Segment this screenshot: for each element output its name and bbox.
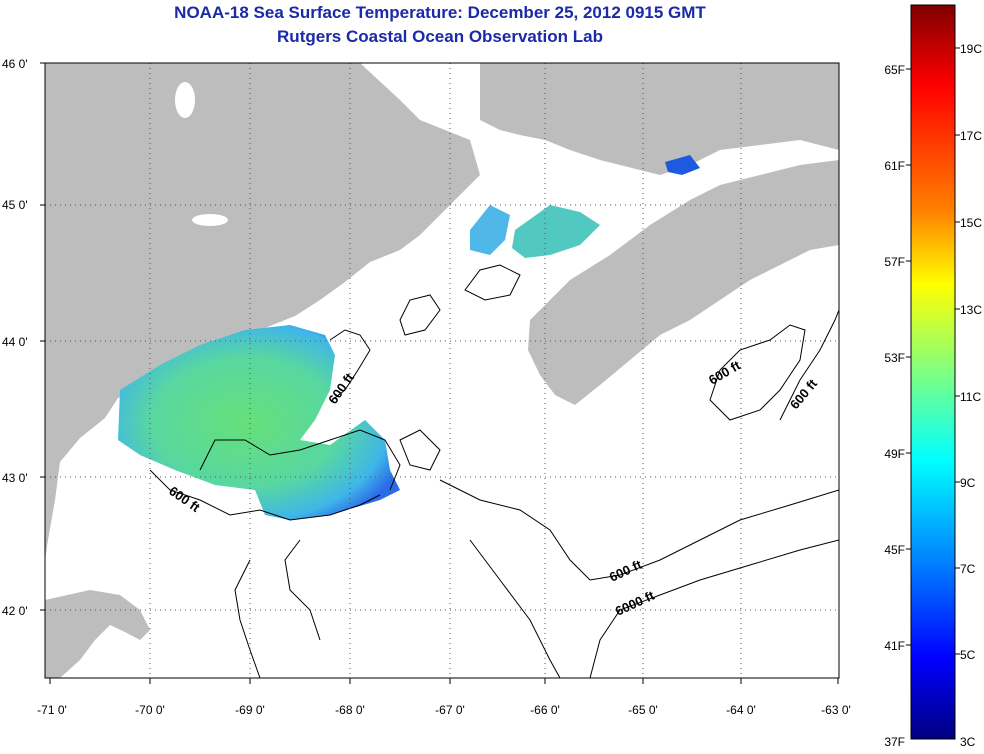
sst-patch-gulf-of-maine [118,325,400,520]
lon-label: -68 0' [335,703,365,717]
colorbar-c-label: 5C [960,648,976,662]
map-area: 600 ft 600 ft 600 ft 600 ft 600 ft 6000 … [45,63,839,678]
celsius-labels: 19C 17C 15C 13C 11C 9C 7C 5C 3C [960,42,982,749]
longitude-labels: -71 0' -70 0' -69 0' -68 0' -67 0' -66 0… [37,703,851,717]
colorbar-c-label: 17C [960,129,982,143]
lon-label: -63 0' [821,703,851,717]
latitude-labels: 46 0' 45 0' 44 0' 43 0' 42 0' [2,57,28,618]
colorbar: 65F 61F 57F 53F 49F 45F 41F 37F 19C 17C … [884,4,982,749]
sst-patch-bay-of-fundy [470,205,510,255]
colorbar-c-label: 15C [960,216,982,230]
lon-label: -67 0' [435,703,465,717]
lat-label: 45 0' [2,198,28,212]
depth-contours [149,264,839,678]
colorbar-f-label: 45F [884,543,905,557]
map-border [44,62,840,679]
colorbar-f-label: 65F [884,63,905,77]
lon-label: -64 0' [726,703,756,717]
colorbar-c-label: 13C [960,303,982,317]
lat-label: 43 0' [2,471,28,485]
colorbar-ticks [906,47,960,655]
colorbar-c-label: 9C [960,476,976,490]
lon-label: -66 0' [530,703,560,717]
fahrenheit-labels: 65F 61F 57F 53F 49F 45F 41F 37F [884,63,905,749]
lat-label: 42 0' [2,604,28,618]
colorbar-f-label: 37F [884,735,905,749]
colorbar-f-label: 41F [884,639,905,653]
map-subtitle: Rutgers Coastal Ocean Observation Lab [277,27,603,46]
colorbar-c-label: 3C [960,735,976,749]
lake [192,214,228,226]
colorbar-f-label: 61F [884,159,905,173]
lon-label: -69 0' [235,703,265,717]
colorbar-c-label: 7C [960,562,976,576]
lon-label: -65 0' [628,703,658,717]
colorbar-c-label: 11C [960,390,981,404]
land-new-england [45,63,480,560]
sst-patch-bay-of-fundy-2 [512,205,600,258]
axis-ticks [40,62,839,684]
colorbar-c-label: 19C [960,42,982,56]
colorbar-scale [910,4,956,740]
land-cape-cod [45,590,150,678]
land-new-brunswick [480,63,839,175]
colorbar-f-label: 49F [884,447,905,461]
colorbar-f-label: 53F [884,351,905,365]
colorbar-f-label: 57F [884,255,905,269]
land-nova-scotia [528,160,839,405]
lat-label: 44 0' [2,335,28,349]
map-title: NOAA-18 Sea Surface Temperature: Decembe… [174,3,706,22]
sst-patch-minas-basin [665,155,700,175]
lat-label: 46 0' [2,57,28,71]
lon-label: -70 0' [135,703,165,717]
lon-label: -71 0' [37,703,67,717]
lake [175,82,195,118]
